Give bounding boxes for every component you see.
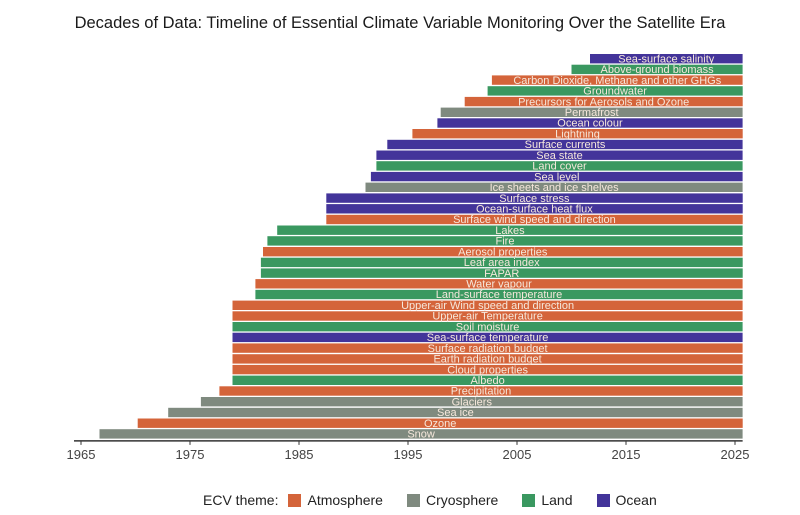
legend: ECV theme: Atmosphere Cryosphere Land Oc… xyxy=(203,492,671,508)
bar-surface-stress xyxy=(326,193,743,203)
bar-label: Upper-air Wind speed and direction xyxy=(401,300,574,312)
bar-land-surface-temperature xyxy=(255,289,743,300)
legend-item-cryosphere: Cryosphere xyxy=(397,492,498,508)
bar-label: Surface wind speed and direction xyxy=(453,214,616,226)
x-tick-label: 2005 xyxy=(503,447,532,462)
bar-label: Upper-air Temperature xyxy=(432,311,542,323)
chart-title: Decades of Data: Timeline of Essential C… xyxy=(74,14,726,32)
x-axis-ticks: 1965 1975 1985 1995 2005 2015 2025 xyxy=(67,440,750,462)
legend-swatch-ocean xyxy=(596,493,610,507)
x-tick-label: 1965 xyxy=(67,447,96,462)
x-tick-label: 1995 xyxy=(394,447,423,462)
bar-earth-radiation-budget xyxy=(232,354,743,364)
bar-ozone xyxy=(137,418,743,428)
bar-above-ground-biomass xyxy=(571,64,743,75)
bar-label: FAPAR xyxy=(484,268,519,280)
legend-item-land: Land xyxy=(512,492,573,508)
bar-label: Earth radiation budget xyxy=(433,354,541,366)
bar-label: Lightning xyxy=(555,128,600,140)
bar-label: Aerosol properties xyxy=(458,246,548,258)
bar-label: Surface currents xyxy=(525,139,606,151)
bar-leaf-area-index xyxy=(260,257,743,268)
bar-albedo xyxy=(232,375,743,385)
legend-swatch-land xyxy=(522,493,536,507)
bar-upper-air-temperature xyxy=(232,311,743,321)
bar-label: Glaciers xyxy=(452,396,493,408)
bar-label: Surface radiation budget xyxy=(428,343,548,355)
bar-sea-state xyxy=(376,150,743,160)
bar-label: Precipitation xyxy=(451,386,512,398)
legend-swatch-cryosphere xyxy=(406,493,420,507)
bar-label: Soil moisture xyxy=(456,321,520,333)
bar-surface-wind-speed-and-direction xyxy=(326,214,743,225)
bar-ice-sheets-and-ice-shelves xyxy=(365,182,743,192)
bar-precursors-for-aerosols-and-ozone xyxy=(464,96,743,107)
x-tick-label: 2025 xyxy=(721,447,750,462)
bar-fire xyxy=(267,236,743,246)
x-tick-label: 1985 xyxy=(285,447,314,462)
bar-label: Permafrost xyxy=(565,107,619,119)
bar-label: Snow xyxy=(407,429,435,441)
bar-surface-currents xyxy=(387,139,743,150)
bar-label: Groundwater xyxy=(583,86,647,98)
bar-surface-radiation-budget xyxy=(232,343,743,353)
legend-title: ECV theme: xyxy=(203,492,279,508)
bar-label: Albedo xyxy=(470,375,504,387)
bar-label: Above-ground biomass xyxy=(601,64,715,76)
bar-ocean-surface-heat-flux xyxy=(326,204,743,214)
legend-item-atmosphere: Atmosphere xyxy=(278,492,383,508)
bar-carbon-dioxide-methane-and-other-ghgs xyxy=(491,75,743,85)
bar-label: Water vapour xyxy=(466,279,532,291)
bar-label: Ocean colour xyxy=(557,118,623,130)
bar-water-vapour xyxy=(255,279,743,289)
bar-permafrost xyxy=(440,107,743,117)
bar-sea-surface-temperature xyxy=(232,332,743,343)
bar-soil-moisture xyxy=(232,322,743,332)
bar-label: Ice sheets and ice shelves xyxy=(490,182,620,194)
bar-land-cover xyxy=(376,161,743,171)
bar-label: Precursors for Aerosols and Ozone xyxy=(518,96,689,108)
bar-label: Land cover xyxy=(532,161,587,173)
x-tick-label: 1975 xyxy=(176,447,205,462)
x-tick-label: 2015 xyxy=(612,447,641,462)
bar-groundwater xyxy=(487,86,743,96)
bar-lightning xyxy=(412,129,743,139)
legend-label: Land xyxy=(541,492,573,508)
bar-label: Lakes xyxy=(495,225,525,237)
bar-label: Surface stress xyxy=(499,193,570,205)
bar-sea-surface-salinity xyxy=(590,54,743,64)
bar-label: Leaf area index xyxy=(464,257,540,269)
bar-sea-level xyxy=(370,171,743,182)
bar-fapar xyxy=(260,268,743,278)
bar-label: Land-surface temperature xyxy=(436,289,563,301)
bar-label: Sea state xyxy=(536,150,582,162)
bar-snow xyxy=(99,429,743,439)
bar-cloud-properties xyxy=(232,364,743,375)
bar-label: Sea ice xyxy=(437,407,474,419)
bar-aerosol-properties xyxy=(263,247,743,257)
bar-precipitation xyxy=(219,386,743,396)
legend-label: Cryosphere xyxy=(425,492,499,508)
bar-label: Sea-surface salinity xyxy=(618,53,714,65)
bar-ocean-colour xyxy=(437,118,743,128)
bar-label: Fire xyxy=(496,236,515,248)
bar-label: Carbon Dioxide, Methane and other GHGs xyxy=(513,75,721,87)
legend-label: Ocean xyxy=(615,492,657,508)
bar-label: Cloud properties xyxy=(447,364,528,376)
bar-label: Sea level xyxy=(534,171,579,183)
bar-label: Sea-surface temperature xyxy=(427,332,549,344)
bar-label: Ocean-surface heat flux xyxy=(476,204,593,216)
bar-lakes xyxy=(277,225,743,235)
legend-item-ocean: Ocean xyxy=(587,492,657,508)
bar-upper-air-wind-speed-and-direction xyxy=(232,300,743,310)
legend-swatch-atmosphere xyxy=(288,493,302,507)
bar-glaciers xyxy=(200,397,743,407)
legend-label: Atmosphere xyxy=(307,492,383,508)
bar-label: Ozone xyxy=(424,418,456,430)
bar-sea-ice xyxy=(168,407,743,418)
